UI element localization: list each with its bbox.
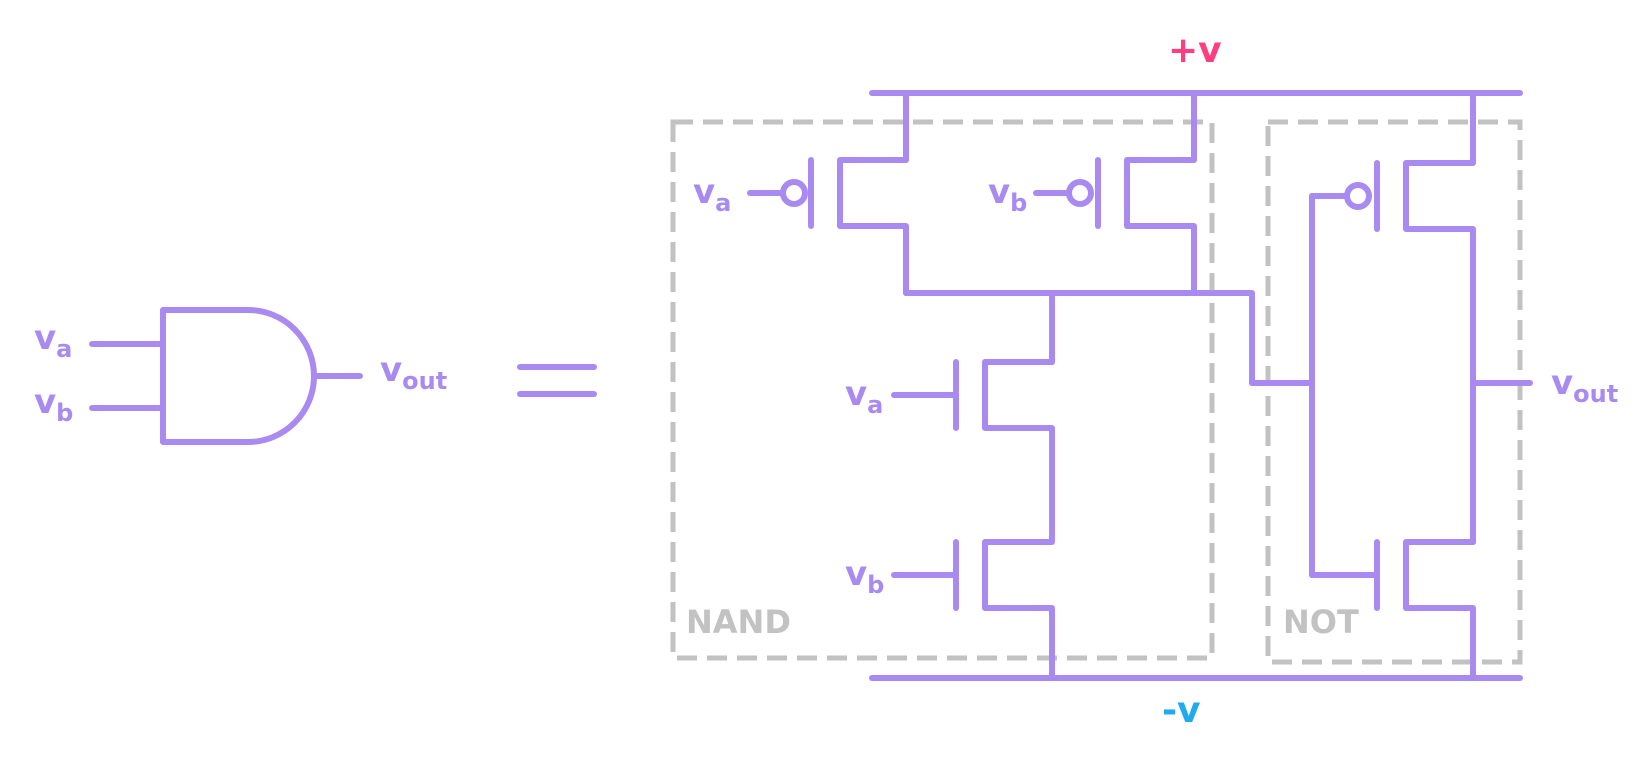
- nmos-b-input-label: vb: [845, 554, 884, 599]
- positive-rail-label: +v: [1168, 30, 1222, 71]
- not-box-label: NOT: [1283, 603, 1359, 641]
- pmos-b-input-label: vb: [988, 172, 1027, 217]
- nmos-transistor-b: [891, 535, 1055, 681]
- and-gate-symbol: [89, 307, 363, 445]
- not-inverter: [1249, 90, 1533, 681]
- and-input-a-label: va: [34, 318, 72, 363]
- and-input-b-label: vb: [34, 382, 73, 427]
- negative-rail-label: -v: [1162, 690, 1200, 731]
- pmos-a-input-label: va: [693, 172, 731, 217]
- and-output-label: vout: [380, 350, 447, 395]
- output-label: vout: [1551, 363, 1618, 408]
- nmos-a-input-label: va: [845, 374, 883, 419]
- nmos-transistor-a: [891, 290, 1055, 541]
- and-gate-body: [160, 307, 317, 445]
- pmos-transistor-a: [747, 90, 909, 296]
- not-box: [1265, 119, 1523, 665]
- nand-output-node: [903, 290, 1255, 386]
- pmos-transistor-b: [1033, 90, 1197, 296]
- equals-sign: =: [517, 364, 597, 397]
- nand-box-label: NAND: [686, 603, 791, 641]
